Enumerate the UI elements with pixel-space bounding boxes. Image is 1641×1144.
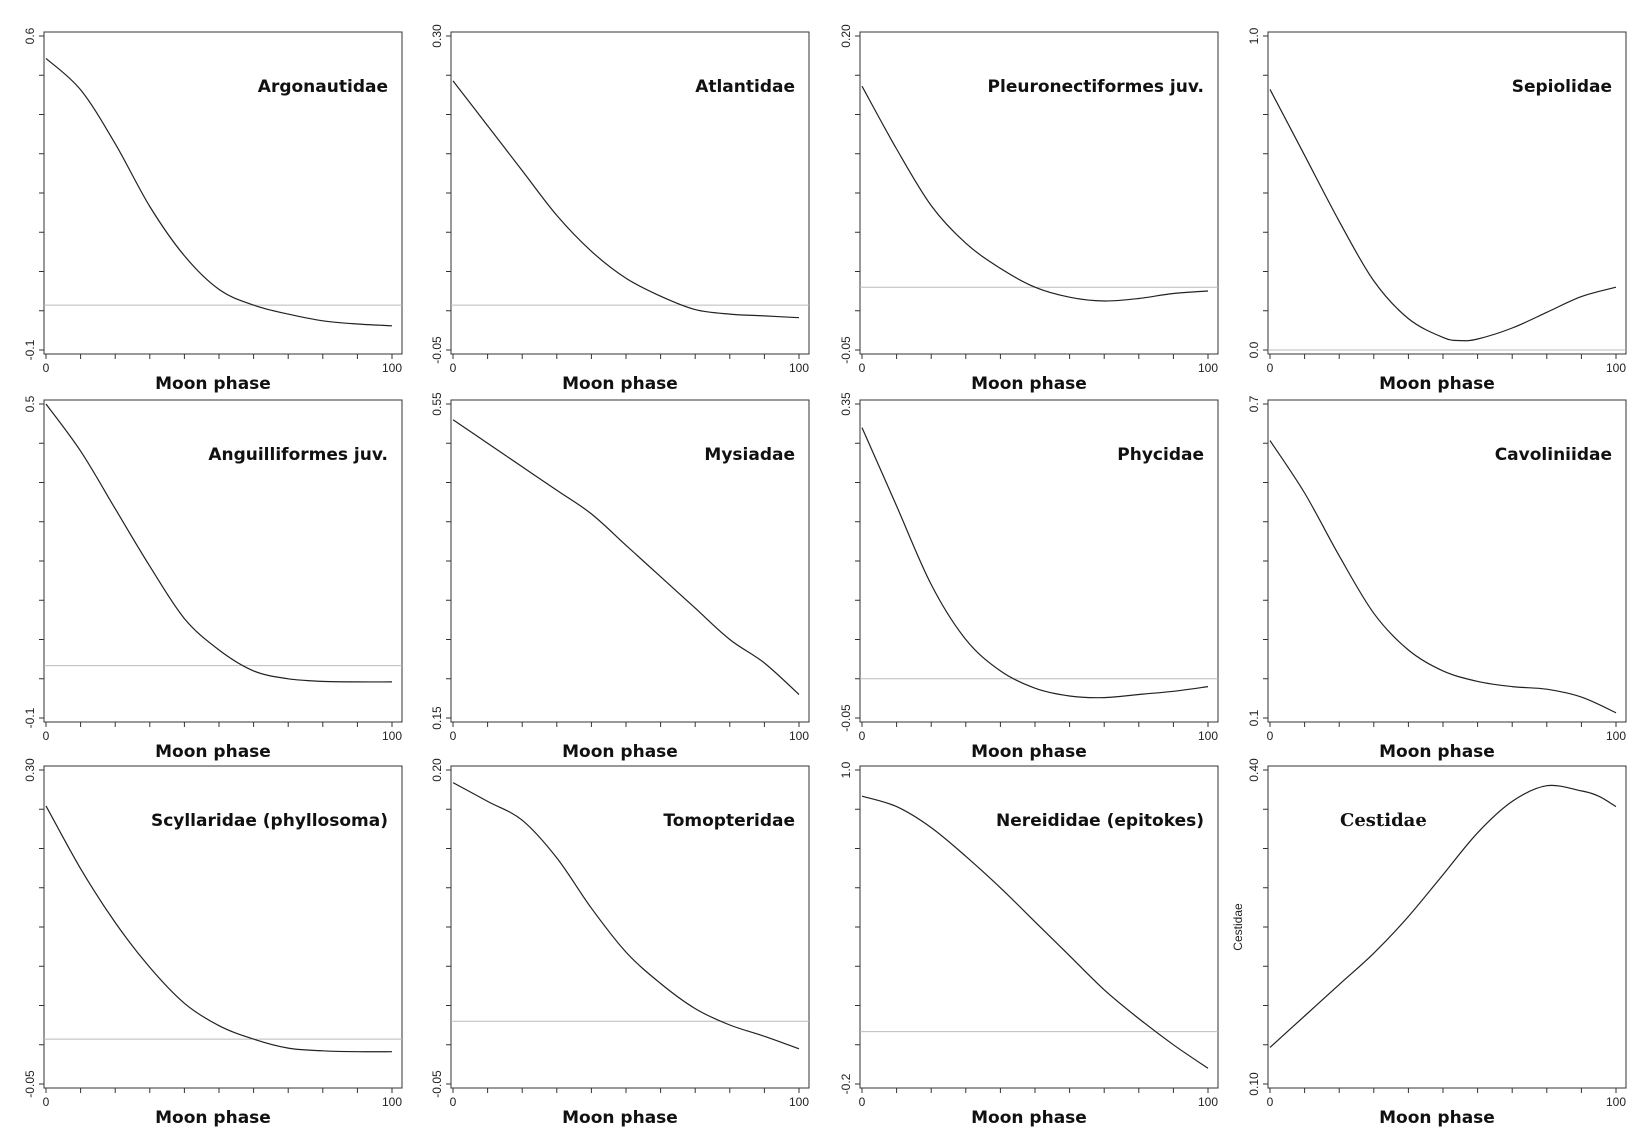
x-tick-label: 0: [1267, 729, 1274, 743]
panel-10: 0 100 -0.05 0.20 Moon phase Tomopteridae: [430, 758, 810, 1128]
panel-title: Sepiolidae: [1512, 77, 1612, 97]
panel-3: 0 100 -0.05 0.20 Moon phase Pleuronectiformes…: [839, 24, 1219, 394]
panel-title: Pleuronectiformes juv.: [988, 77, 1204, 97]
y-tick-label: 0.20: [430, 758, 444, 782]
x-tick-label: 0: [450, 361, 457, 375]
x-axis-label: Moon phase: [562, 1108, 678, 1128]
x-tick-label: 0: [1267, 1095, 1274, 1109]
y-tick-label: -0.05: [430, 336, 444, 364]
y-tick-label: 0.15: [430, 706, 444, 730]
panel-6: 0 100 0.15 0.55 Moon phase Mysiadae: [430, 392, 810, 762]
y-tick-label: 0.5: [23, 395, 37, 412]
x-tick-label: 0: [43, 729, 50, 743]
x-tick-label: 0: [859, 1095, 866, 1109]
panel-1: 0 100 -0.1 0.6 Moon phase Argonautidae: [23, 27, 403, 394]
x-tick-label: 0: [43, 1095, 50, 1109]
panel-title: Anguilliformes juv.: [208, 445, 388, 465]
x-tick-label: 0: [859, 361, 866, 375]
panel-title: Phycidae: [1117, 445, 1204, 465]
x-axis-label: Moon phase: [971, 374, 1087, 394]
series-line: [45, 57, 393, 327]
y-tick-label: 0.10: [1247, 1072, 1261, 1096]
y-tick-label: -0.05: [430, 1070, 444, 1098]
y-axis-label: Cestidae: [1231, 903, 1245, 951]
series-line: [45, 403, 393, 683]
x-axis-label: Moon phase: [155, 374, 271, 394]
panel-title: Atlantidae: [695, 77, 795, 97]
y-tick-label: 1.0: [1247, 27, 1261, 44]
panel-title: Argonautidae: [258, 77, 388, 97]
panel-12: 0 100 0.10 0.40 Cestidae Moon phase Cestidae: [1231, 758, 1627, 1128]
y-tick-label: -0.05: [23, 1070, 37, 1098]
x-tick-label: 0: [450, 729, 457, 743]
x-axis-label: Moon phase: [971, 742, 1087, 762]
series-line: [45, 805, 393, 1053]
x-axis-label: Moon phase: [155, 1108, 271, 1128]
panel-5: 0 100 -0.1 0.5 Moon phase Anguilliformes juv.: [23, 395, 403, 762]
panel-2: 0 100 -0.05 0.30 Moon phase Atlantidae: [430, 24, 810, 394]
y-tick-label: -0.1: [23, 707, 37, 728]
series-line: [1269, 440, 1617, 714]
y-tick-label: 0.35: [839, 392, 853, 416]
series-line: [1269, 89, 1617, 342]
y-tick-label: -0.1: [23, 339, 37, 360]
series-line: [861, 85, 1209, 302]
x-tick-label: 100: [1198, 729, 1218, 743]
series-line: [452, 419, 800, 695]
x-tick-label: 100: [1606, 361, 1626, 375]
x-axis-label: Moon phase: [155, 742, 271, 762]
x-tick-label: 100: [382, 361, 402, 375]
y-tick-label: -0.05: [839, 704, 853, 732]
series-line: [861, 427, 1209, 699]
panel-title: Scyllaridae (phyllosoma): [151, 811, 388, 831]
x-tick-label: 100: [789, 729, 809, 743]
x-tick-label: 100: [1198, 1095, 1218, 1109]
y-tick-label: -0.2: [839, 1073, 853, 1094]
x-axis-label: Moon phase: [1379, 742, 1495, 762]
panel-9: 0 100 -0.05 0.30 Moon phase Scyllaridae (phyl…: [23, 758, 403, 1128]
x-tick-label: 100: [1198, 361, 1218, 375]
x-tick-label: 100: [789, 361, 809, 375]
panel-title: Mysiadae: [704, 445, 795, 465]
x-tick-label: 0: [1267, 361, 1274, 375]
y-tick-label: 0.55: [430, 392, 444, 416]
y-tick-label: 0.30: [430, 24, 444, 48]
series-line: [861, 795, 1209, 1069]
panel-7: 0 100 -0.05 0.35 Moon phase Phycidae: [839, 392, 1219, 762]
x-tick-label: 0: [859, 729, 866, 743]
x-tick-label: 100: [789, 1095, 809, 1109]
series-line: [452, 782, 800, 1050]
x-axis-label: Moon phase: [562, 374, 678, 394]
x-axis-label: Moon phase: [1379, 1108, 1495, 1128]
x-tick-label: 100: [382, 729, 402, 743]
x-tick-label: 100: [382, 1095, 402, 1109]
x-axis-label: Moon phase: [1379, 374, 1495, 394]
panel-title: Nereididae (epitokes): [996, 811, 1204, 831]
x-axis-label: Moon phase: [971, 1108, 1087, 1128]
panel-title: Cavoliniidae: [1495, 445, 1612, 465]
y-tick-label: 0.30: [23, 758, 37, 782]
y-tick-label: 0.0: [1247, 341, 1261, 358]
panel-title: Tomopteridae: [663, 811, 795, 831]
plot-frame: [1267, 765, 1627, 1089]
series-line: [452, 80, 800, 319]
x-tick-label: 100: [1606, 729, 1626, 743]
x-tick-label: 0: [43, 361, 50, 375]
panel-4: 0 100 0.0 1.0 Moon phase Sepiolidae: [1247, 27, 1627, 394]
y-tick-label: 0.40: [1247, 758, 1261, 782]
x-axis-label: Moon phase: [562, 742, 678, 762]
y-tick-label: 0.1: [1247, 709, 1261, 726]
panel-title: Cestidae: [1340, 810, 1427, 831]
y-tick-label: -0.05: [839, 336, 853, 364]
x-tick-label: 0: [450, 1095, 457, 1109]
y-tick-label: 1.0: [839, 761, 853, 778]
y-tick-label: 0.20: [839, 24, 853, 48]
panel-8: 0 100 0.1 0.7 Moon phase Cavoliniidae: [1247, 395, 1627, 762]
y-tick-label: 0.7: [1247, 395, 1261, 412]
y-tick-label: 0.6: [23, 27, 37, 44]
x-tick-label: 100: [1606, 1095, 1626, 1109]
panel-11: 0 100 -0.2 1.0 Moon phase Nereididae (epitoke…: [839, 761, 1219, 1128]
series-line: [1269, 784, 1617, 1048]
